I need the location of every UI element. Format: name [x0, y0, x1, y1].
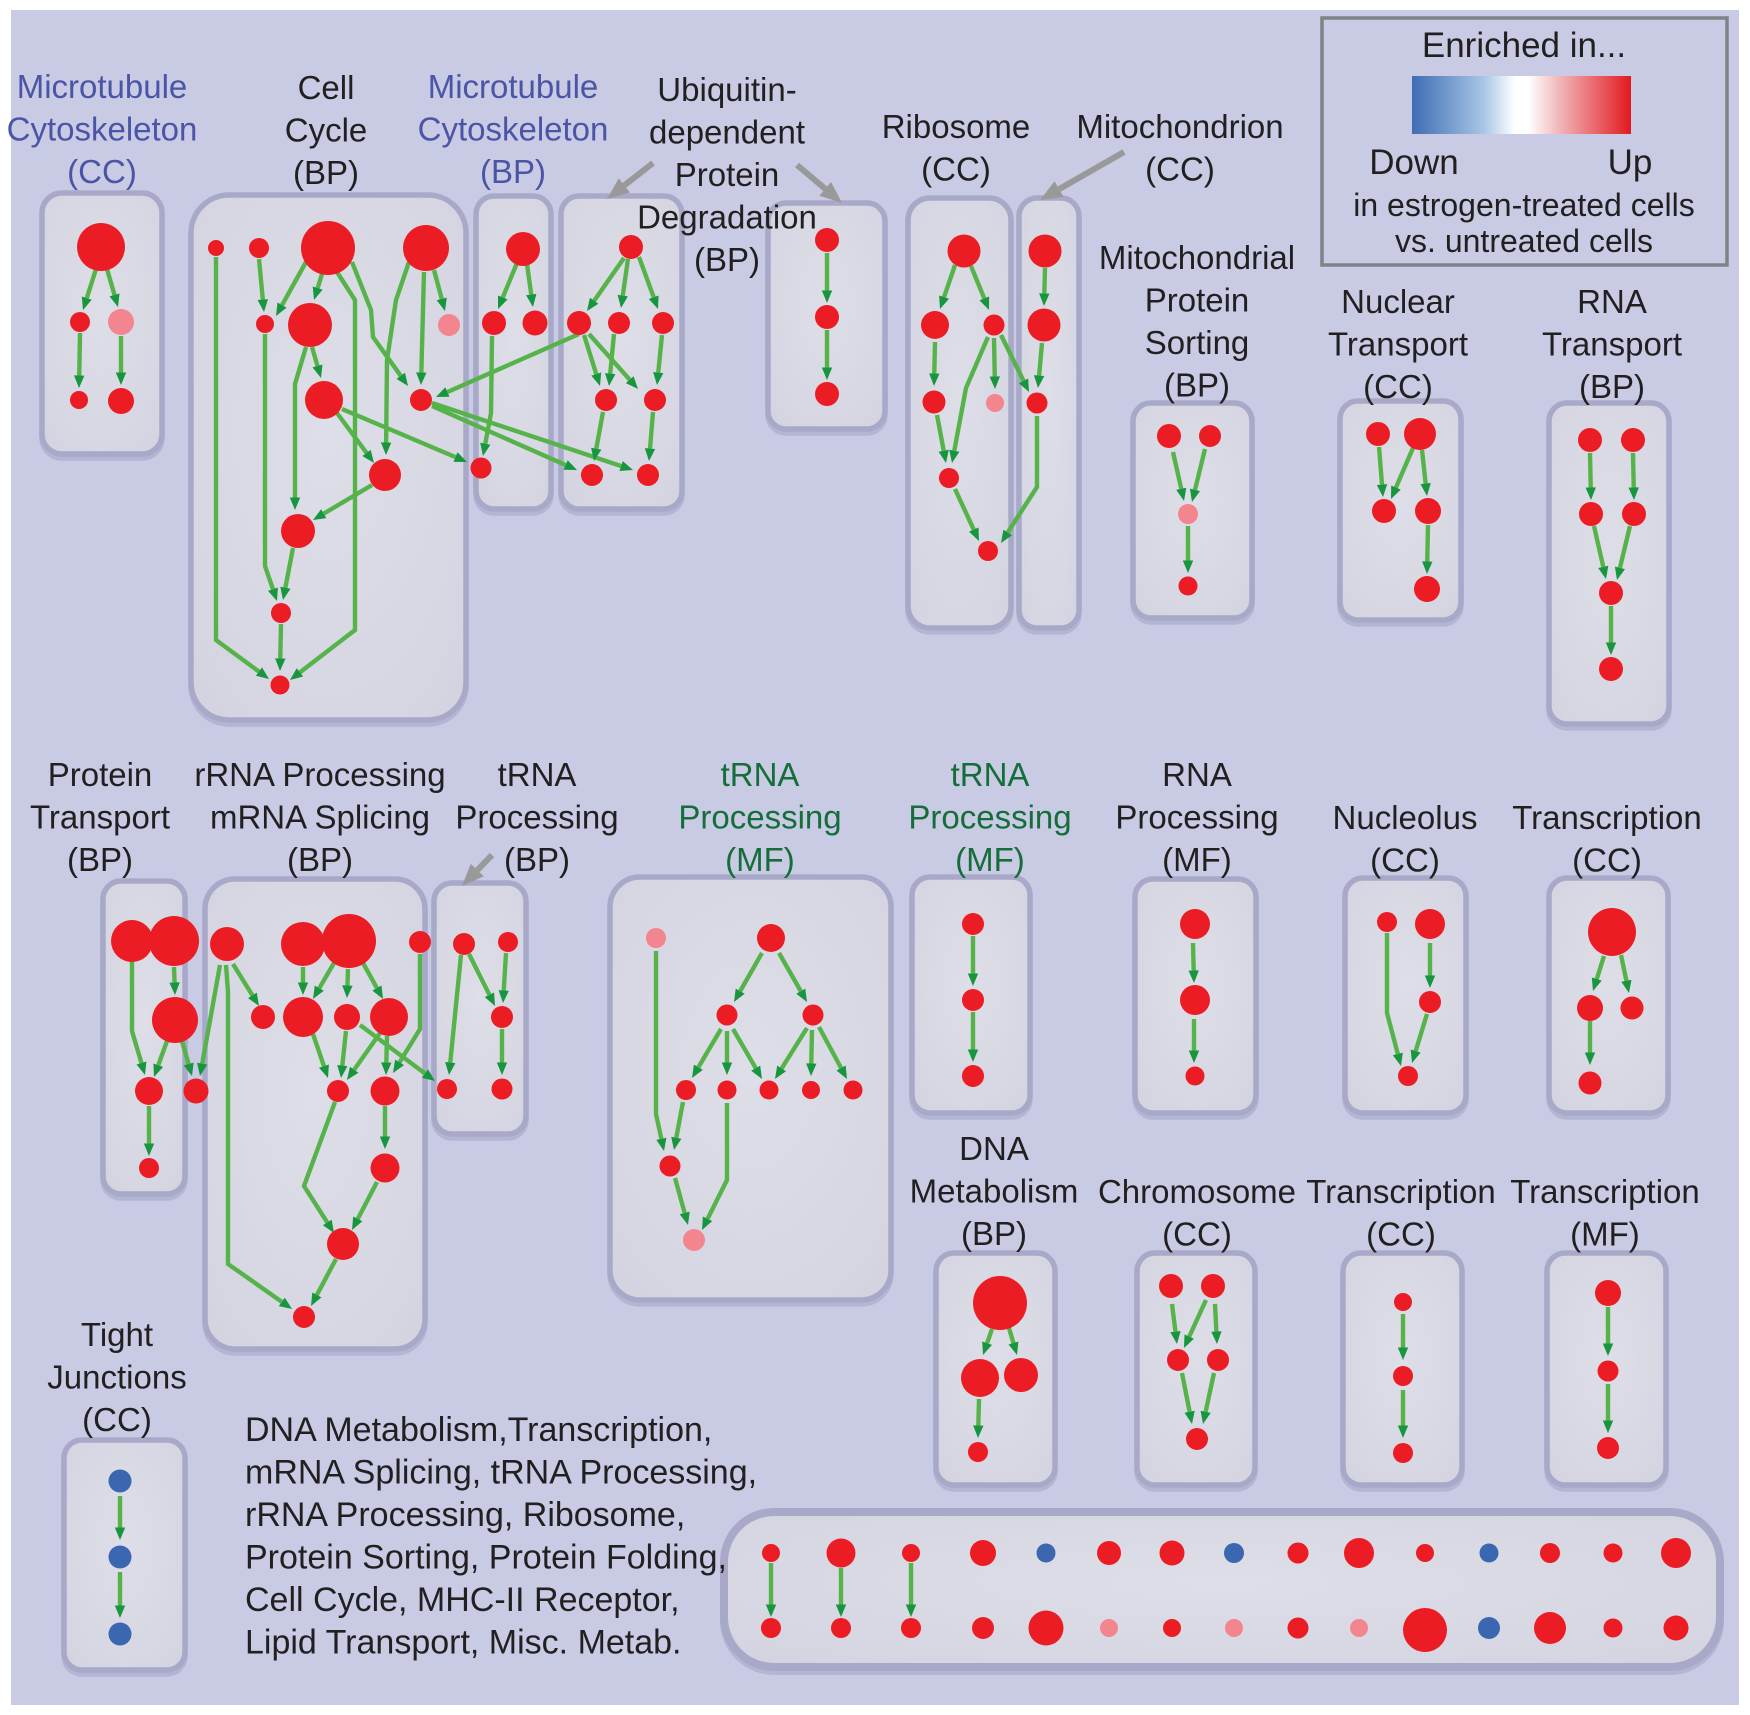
svg-text:(BP): (BP) — [694, 241, 760, 278]
svg-text:mRNA Splicing, tRNA Processing: mRNA Splicing, tRNA Processing, — [245, 1454, 757, 1492]
svg-text:(CC): (CC) — [1162, 1216, 1232, 1253]
svg-text:(BP): (BP) — [287, 841, 353, 878]
svg-text:Cell Cycle, MHC-II Receptor,: Cell Cycle, MHC-II Receptor, — [245, 1581, 680, 1619]
svg-text:(BP): (BP) — [504, 841, 570, 878]
svg-text:in estrogen-treated cells: in estrogen-treated cells — [1353, 187, 1695, 223]
svg-text:Lipid Transport, Misc. Metab.: Lipid Transport, Misc. Metab. — [245, 1624, 682, 1662]
svg-text:Down: Down — [1369, 143, 1458, 182]
svg-text:Chromosome: Chromosome — [1098, 1173, 1296, 1210]
svg-text:(CC): (CC) — [1366, 1216, 1436, 1253]
svg-text:rRNA Processing: rRNA Processing — [194, 756, 445, 793]
svg-text:Processing: Processing — [908, 799, 1071, 836]
svg-text:Tight: Tight — [81, 1316, 153, 1353]
svg-text:(BP): (BP) — [1579, 368, 1645, 405]
svg-text:(MF): (MF) — [725, 841, 795, 878]
svg-text:Up: Up — [1608, 143, 1653, 182]
svg-text:Transport: Transport — [1542, 326, 1682, 363]
svg-text:Transport: Transport — [30, 799, 170, 836]
svg-text:tRNA: tRNA — [951, 756, 1030, 793]
svg-text:Protein: Protein — [675, 156, 780, 193]
svg-text:(BP): (BP) — [480, 153, 546, 190]
svg-text:Cell: Cell — [298, 69, 355, 106]
svg-text:Protein: Protein — [48, 756, 153, 793]
svg-text:Microtubule: Microtubule — [428, 68, 599, 105]
svg-text:Transcription: Transcription — [1512, 799, 1702, 836]
svg-text:Nuclear: Nuclear — [1341, 283, 1455, 320]
svg-text:Transcription: Transcription — [1510, 1173, 1700, 1210]
svg-text:Enriched in...: Enriched in... — [1422, 26, 1626, 65]
svg-text:(MF): (MF) — [955, 841, 1025, 878]
svg-text:(CC): (CC) — [67, 153, 137, 190]
svg-text:Microtubule: Microtubule — [17, 68, 188, 105]
svg-text:Ribosome: Ribosome — [882, 108, 1031, 145]
svg-text:DNA: DNA — [959, 1130, 1029, 1167]
svg-text:(CC): (CC) — [1145, 151, 1215, 188]
svg-text:(BP): (BP) — [1164, 367, 1230, 404]
svg-text:tRNA: tRNA — [721, 756, 800, 793]
svg-text:Cytoskeleton: Cytoskeleton — [7, 111, 198, 148]
svg-text:RNA: RNA — [1162, 756, 1232, 793]
svg-text:(MF): (MF) — [1570, 1216, 1640, 1253]
svg-text:Cytoskeleton: Cytoskeleton — [418, 111, 609, 148]
svg-text:Processing: Processing — [455, 799, 618, 836]
svg-text:Protein: Protein — [1145, 282, 1250, 319]
svg-text:(BP): (BP) — [293, 154, 359, 191]
svg-text:(CC): (CC) — [1370, 842, 1440, 879]
svg-text:Metabolism: Metabolism — [910, 1173, 1079, 1210]
svg-text:Protein Sorting, Protein Foldi: Protein Sorting, Protein Folding, — [245, 1539, 727, 1577]
svg-text:dependent: dependent — [649, 114, 805, 151]
svg-text:DNA Metabolism,Transcription,: DNA Metabolism,Transcription, — [245, 1411, 712, 1449]
svg-text:Processing: Processing — [678, 799, 841, 836]
svg-text:(CC): (CC) — [1572, 842, 1642, 879]
svg-text:tRNA: tRNA — [498, 756, 577, 793]
svg-text:Cycle: Cycle — [285, 112, 368, 149]
svg-text:Mitochondrion: Mitochondrion — [1076, 108, 1283, 145]
svg-text:Nucleolus: Nucleolus — [1333, 799, 1478, 836]
svg-text:(CC): (CC) — [1363, 368, 1433, 405]
svg-text:Processing: Processing — [1115, 799, 1278, 836]
svg-text:(CC): (CC) — [921, 151, 991, 188]
svg-text:mRNA Splicing: mRNA Splicing — [210, 799, 430, 836]
svg-text:Sorting: Sorting — [1145, 324, 1250, 361]
svg-text:(BP): (BP) — [67, 841, 133, 878]
svg-text:Ubiquitin-: Ubiquitin- — [657, 71, 796, 108]
svg-text:Degradation: Degradation — [637, 199, 817, 236]
svg-text:vs. untreated cells: vs. untreated cells — [1395, 223, 1653, 259]
svg-text:RNA: RNA — [1577, 283, 1647, 320]
svg-text:Junctions: Junctions — [47, 1359, 186, 1396]
svg-text:rRNA Processing, Ribosome,: rRNA Processing, Ribosome, — [245, 1496, 685, 1534]
svg-text:Mitochondrial: Mitochondrial — [1099, 239, 1295, 276]
svg-text:Transport: Transport — [1328, 326, 1468, 363]
svg-text:Transcription: Transcription — [1306, 1173, 1496, 1210]
svg-text:(CC): (CC) — [82, 1401, 152, 1438]
svg-text:(MF): (MF) — [1162, 841, 1232, 878]
svg-text:(BP): (BP) — [961, 1215, 1027, 1252]
